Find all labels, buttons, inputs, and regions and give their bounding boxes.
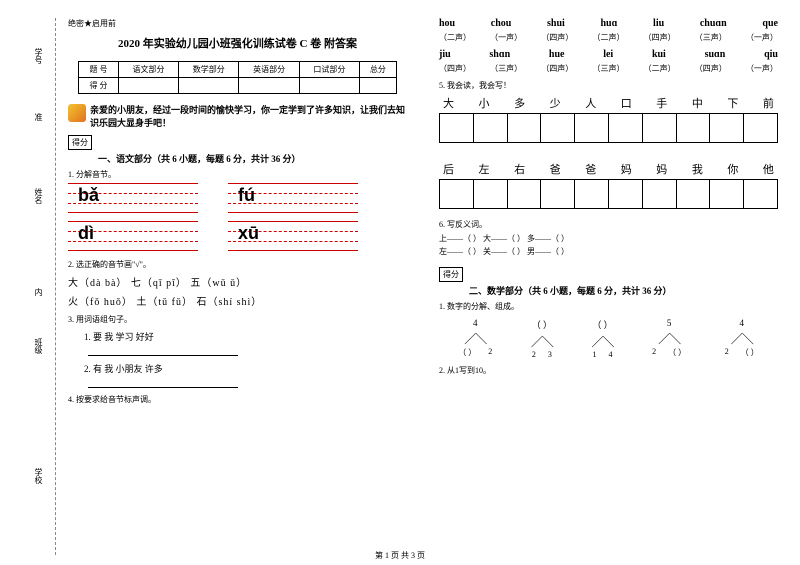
box-row-1 — [439, 113, 778, 143]
th-3: 英语部分 — [239, 62, 299, 78]
margin-xuexiao: 学校 — [33, 468, 44, 484]
th-0: 题 号 — [79, 62, 119, 78]
exam-title: 2020 年实验幼儿园小班强化训练试卷 C 卷 附答案 — [68, 35, 407, 51]
pinyin-row-1: houchoushuihuɑliuchuɑnque — [439, 18, 778, 29]
left-column: 绝密★启用前 2020 年实验幼儿园小班强化训练试卷 C 卷 附答案 题 号 语… — [68, 18, 419, 555]
box-row-2 — [439, 179, 778, 209]
decomp-5: 4 ／＼ 2（ ） — [725, 318, 759, 359]
th-4: 口试部分 — [299, 62, 359, 78]
score-table: 题 号 语文部分 数学部分 英语部分 口试部分 总分 得 分 — [78, 61, 397, 94]
q2-row2: 火（fǒ huǒ） 土（tǔ fǔ） 石（shí shì） — [68, 293, 407, 308]
margin-banji: 班级 — [33, 338, 44, 354]
pinyin-ba: bǎ — [78, 185, 99, 206]
decomp-3: （ ） ／＼ 14 — [592, 318, 614, 359]
score-box-2: 得分 — [439, 267, 463, 282]
intro-block: 亲爱的小朋友，经过一段时间的愉快学习，你一定学到了许多知识，让我们去知识乐园大显… — [68, 104, 407, 129]
m1-label: 1. 数字的分解、组成。 — [439, 301, 778, 312]
q3a: 1. 要 我 学习 好好 — [84, 330, 407, 343]
decomp-2: （ ） ／＼ 23 — [531, 318, 553, 359]
th-5: 总分 — [360, 62, 397, 78]
blank-2 — [88, 378, 238, 388]
tone-row-2: （四声）（三声）（四声）（三声）（二声）（四声）（一声） — [439, 63, 778, 74]
q4-label: 4. 按要求给音节标声调。 — [68, 394, 407, 405]
pinyin-grid-2: dì xū — [68, 221, 407, 251]
q6-row-b: 左——（ ） 关——（ ） 男——（ ） — [439, 246, 778, 257]
q5-label: 5. 我会读，我会写！ — [439, 80, 778, 91]
decomp-4: 5 ／＼ 2（ ） — [652, 318, 686, 359]
q3b: 2. 有 我 小朋友 许多 — [84, 362, 407, 375]
q6-label: 6. 写反义词。 — [439, 219, 778, 230]
q2-row1: 大（dà bà） 七（qī pī） 五（wǔ ǔ） — [68, 274, 407, 289]
char-row-1: 大小多少人口手中下前 — [439, 95, 778, 111]
intro-text: 亲爱的小朋友，经过一段时间的愉快学习，你一定学到了许多知识，让我们去知识乐园大显… — [90, 104, 407, 129]
margin-nei: 内 — [33, 288, 44, 296]
q1-label: 1. 分解音节。 — [68, 169, 407, 180]
th-2: 数学部分 — [179, 62, 239, 78]
pinyin-di: dì — [78, 223, 94, 244]
blank-1 — [88, 346, 238, 356]
q2-label: 2. 选正确的音节画"√"。 — [68, 259, 407, 270]
section-2-title: 二、数学部分（共 6 小题，每题 6 分，共计 36 分） — [439, 284, 778, 297]
score-box-1: 得分 — [68, 135, 92, 150]
char-row-2: 后左右爸爸妈妈我你他 — [439, 161, 778, 177]
pinyin-fu: fú — [238, 185, 255, 206]
td-score: 得 分 — [79, 78, 119, 94]
pinyin-grid-1: bǎ fú — [68, 183, 407, 213]
pinyin-xu: xū — [238, 223, 259, 244]
mascot-icon — [68, 104, 86, 122]
margin-xuehao: 学号 — [33, 48, 44, 64]
q3-label: 3. 用词语组句子。 — [68, 314, 407, 325]
decomp-row: 4 ／＼ （ ）2 （ ） ／＼ 23 （ ） ／＼ 14 5 ／＼ 2（ ） … — [439, 318, 778, 359]
th-1: 语文部分 — [118, 62, 178, 78]
q6-row-a: 上——（ ） 大——（ ） 多——（ ） — [439, 233, 778, 244]
binding-margin: 学号 准 姓名 内 班级 学校 — [30, 18, 56, 555]
pinyin-row-2: jiushɑnhueleikuisuɑnqiu — [439, 49, 778, 60]
decomp-1: 4 ／＼ （ ）2 — [458, 318, 492, 359]
m2-label: 2. 从1写到10。 — [439, 365, 778, 376]
margin-zhun: 准 — [33, 113, 44, 121]
page-footer: 第 1 页 共 3 页 — [0, 550, 800, 561]
secret-mark: 绝密★启用前 — [68, 18, 407, 29]
tone-row-1: （二声）（一声）（四声）（二声）（四声）（三声）（一声） — [439, 32, 778, 43]
section-1-title: 一、语文部分（共 6 小题，每题 6 分，共计 36 分） — [68, 152, 407, 165]
margin-xingming: 姓名 — [33, 188, 44, 204]
right-column: houchoushuihuɑliuchuɑnque （二声）（一声）（四声）（二… — [431, 18, 778, 555]
